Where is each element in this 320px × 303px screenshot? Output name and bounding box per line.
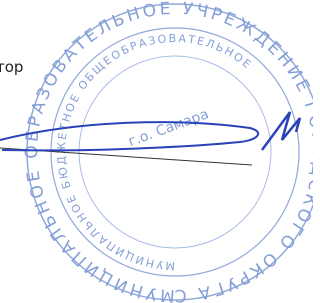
stamp-inner-text: МУНИЦИПАЛЬНОЕ БЮДЖЕТНОЕ ОБЩЕОБРАЗОВАТЕЛЬ… (55, 32, 255, 272)
stamp-inner-ring: МУНИЦИПАЛЬНОЕ БЮДЖЕТНОЕ ОБЩЕОБРАЗОВАТЕЛЬ… (55, 32, 255, 272)
document: тор МУНИЦИПАЛЬНОЕ ОБРАЗОВАТЕЛЬНОЕ УЧРЕЖД… (0, 0, 313, 303)
page: тор МУНИЦИПАЛЬНОЕ ОБРАЗОВАТЕЛЬНОЕ УЧРЕЖД… (0, 0, 313, 303)
caption: тор (0, 58, 23, 76)
stamp-inner-circle (79, 56, 271, 248)
stamp-middle-circle (51, 28, 299, 276)
stamp-center: г.о. Самара (126, 106, 211, 150)
